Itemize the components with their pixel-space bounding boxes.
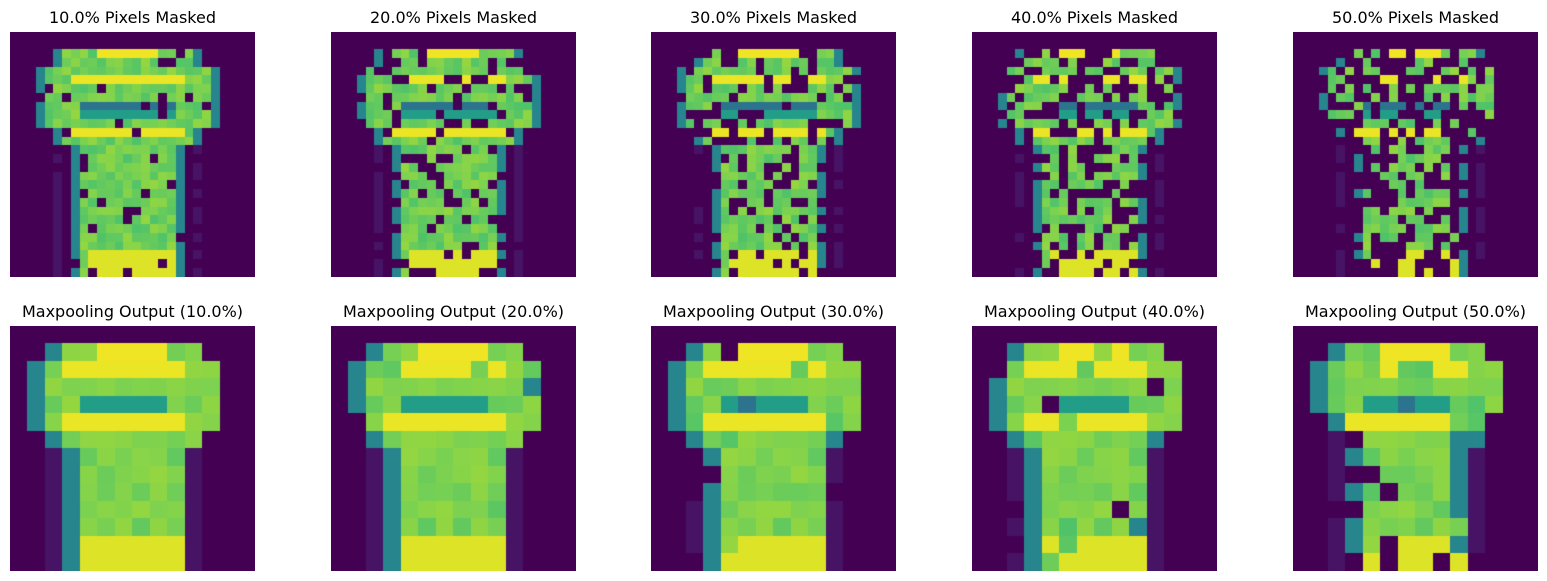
panel-title: 20.0% Pixels Masked — [370, 8, 537, 27]
panel-title: 50.0% Pixels Masked — [1332, 8, 1499, 27]
panel-title: Maxpooling Output (10.0%) — [21, 302, 244, 321]
panel-maxpool-40: Maxpooling Output (40.0%) — [972, 300, 1217, 572]
panel-title: Maxpooling Output (20.0%) — [342, 302, 565, 321]
panel-title: Maxpooling Output (30.0%) — [662, 302, 885, 321]
heatmap-maxpool-10 — [10, 326, 255, 571]
heatmap-maxpool-20 — [331, 326, 576, 571]
heatmap-masked-40 — [972, 32, 1217, 277]
panel-maxpool-50: Maxpooling Output (50.0%) — [1293, 300, 1538, 572]
panel-title: 30.0% Pixels Masked — [690, 8, 857, 27]
heatmap-maxpool-50 — [1293, 326, 1538, 571]
panel-maxpool-30: Maxpooling Output (30.0%) — [651, 300, 896, 572]
panel-maxpool-10: Maxpooling Output (10.0%) — [10, 300, 255, 572]
panel-masked-50: 50.0% Pixels Masked — [1293, 6, 1538, 277]
panel-masked-10: 10.0% Pixels Masked — [10, 6, 255, 277]
heatmap-masked-20 — [331, 32, 576, 277]
panel-masked-30: 30.0% Pixels Masked — [651, 6, 896, 277]
panel-title: 10.0% Pixels Masked — [49, 8, 216, 27]
panel-masked-20: 20.0% Pixels Masked — [331, 6, 576, 277]
heatmap-masked-30 — [651, 32, 896, 277]
heatmap-masked-50 — [1293, 32, 1538, 277]
panel-title: Maxpooling Output (40.0%) — [983, 302, 1206, 321]
heatmap-masked-10 — [10, 32, 255, 277]
heatmap-maxpool-30 — [651, 326, 896, 571]
panel-masked-40: 40.0% Pixels Masked — [972, 6, 1217, 277]
panel-title: 40.0% Pixels Masked — [1011, 8, 1178, 27]
heatmap-maxpool-40 — [972, 326, 1217, 571]
panel-title: Maxpooling Output (50.0%) — [1304, 302, 1527, 321]
panel-maxpool-20: Maxpooling Output (20.0%) — [331, 300, 576, 572]
